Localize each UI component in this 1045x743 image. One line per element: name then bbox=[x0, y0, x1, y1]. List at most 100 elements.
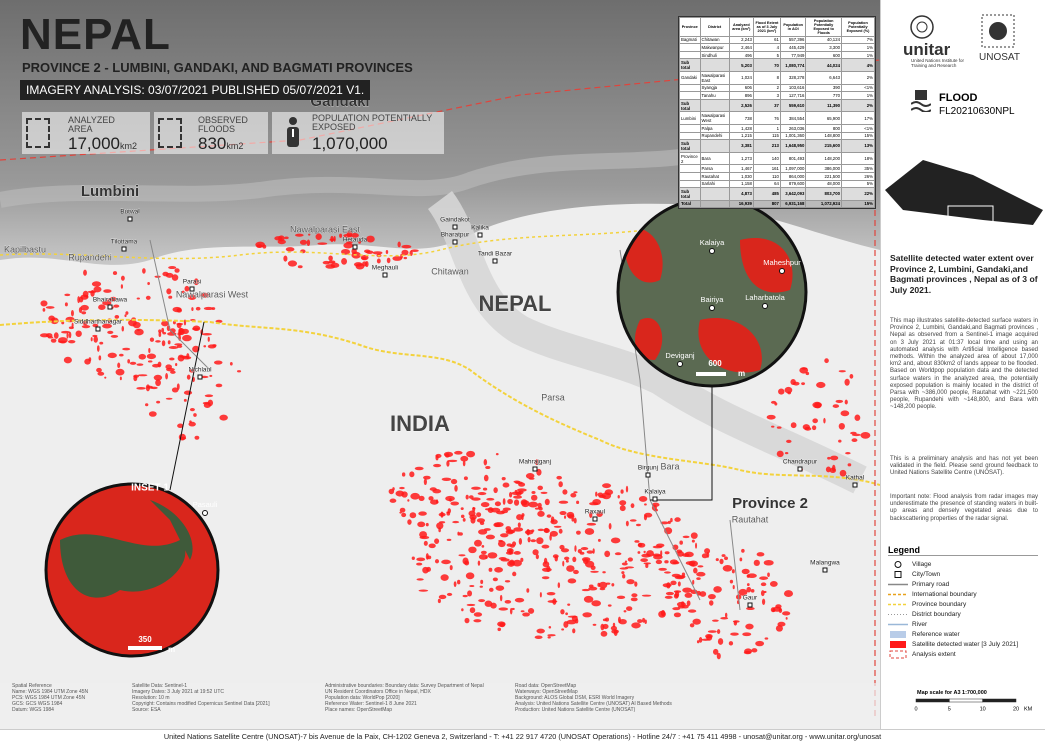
legend-symbol bbox=[894, 570, 902, 578]
flood-patch bbox=[446, 538, 452, 542]
town-marker bbox=[95, 326, 101, 332]
town-marker bbox=[852, 482, 858, 488]
flood-patch bbox=[513, 499, 520, 506]
flood-patch bbox=[182, 334, 192, 342]
flood-patch bbox=[462, 557, 469, 565]
flood-patch bbox=[605, 617, 610, 622]
stat-value: 17,000km2 bbox=[68, 134, 137, 154]
inset-1-image bbox=[46, 484, 218, 656]
table-header: Province bbox=[679, 17, 701, 37]
flood-patch bbox=[769, 581, 778, 587]
flood-patch bbox=[670, 517, 673, 523]
flood-patch bbox=[696, 640, 700, 644]
flood-patch bbox=[120, 284, 123, 289]
flood-patch bbox=[851, 433, 861, 437]
flood-patch bbox=[672, 561, 680, 565]
stat-label: ANALYZED AREA bbox=[68, 115, 115, 134]
flood-patch bbox=[68, 339, 76, 344]
place-label: Nichlaul bbox=[188, 367, 212, 374]
table-cell: 559,610 bbox=[779, 98, 807, 113]
flood-patch bbox=[619, 500, 627, 506]
flood-patch bbox=[689, 623, 695, 628]
table-cell: Gandaki bbox=[679, 70, 701, 85]
flood-patch bbox=[521, 500, 530, 508]
table-cell: 800 bbox=[805, 123, 842, 133]
flood-patch bbox=[122, 347, 131, 351]
flood-patch bbox=[171, 274, 179, 281]
flood-patch bbox=[115, 368, 125, 376]
town-marker bbox=[121, 246, 127, 252]
district-label: Rautahat bbox=[732, 514, 769, 524]
flood-patch bbox=[549, 530, 558, 537]
flood-patch bbox=[339, 233, 343, 238]
flood-patch bbox=[468, 546, 477, 554]
place-label: Gaindakot bbox=[440, 217, 470, 224]
flood-patch bbox=[543, 527, 550, 533]
flood-patch bbox=[502, 482, 510, 488]
place-label: Gaur bbox=[743, 595, 758, 602]
flood-patch bbox=[425, 522, 429, 527]
table-cell: Nawalparasi East bbox=[699, 70, 730, 85]
flood-patch bbox=[479, 585, 483, 588]
flood-patch bbox=[539, 592, 542, 598]
flood-patch bbox=[521, 514, 524, 521]
flood-patch bbox=[215, 383, 223, 388]
flood-patch bbox=[643, 562, 652, 565]
flood-patch bbox=[42, 307, 46, 312]
flood-patch bbox=[623, 610, 627, 613]
flood-patch bbox=[447, 459, 458, 463]
flood-patch bbox=[692, 618, 701, 625]
flood-patch bbox=[450, 501, 460, 506]
flood-icon bbox=[911, 90, 931, 112]
flood-patch bbox=[483, 474, 489, 482]
stat-number: 1,070,000 bbox=[312, 134, 388, 153]
flood-patch bbox=[608, 523, 612, 530]
flood-patch bbox=[630, 597, 638, 602]
flood-patch bbox=[537, 485, 543, 491]
flood-patch bbox=[620, 489, 624, 494]
flood-patch bbox=[104, 376, 107, 379]
flood-patch bbox=[458, 532, 463, 536]
flood-patch bbox=[439, 521, 446, 524]
flood-patch bbox=[497, 540, 506, 548]
flood-patch bbox=[604, 550, 611, 558]
place-label: Malangwa bbox=[810, 560, 840, 567]
flood-patch bbox=[401, 512, 407, 518]
flood-patch bbox=[526, 588, 530, 593]
flood-patch bbox=[80, 304, 89, 311]
flood-patch bbox=[566, 511, 575, 518]
flood-patch bbox=[124, 314, 127, 318]
flood-patch bbox=[489, 587, 494, 592]
flood-patch bbox=[636, 523, 641, 527]
flood-patch bbox=[827, 456, 831, 460]
flood-patch bbox=[695, 542, 698, 549]
flood-patch bbox=[596, 511, 603, 518]
table-cell: 115 bbox=[752, 131, 781, 141]
flood-patch bbox=[409, 471, 415, 478]
scale-unit: KM bbox=[1024, 706, 1033, 712]
flood-patch bbox=[590, 570, 599, 573]
flood-patch bbox=[799, 367, 809, 374]
flood-patch bbox=[462, 517, 466, 522]
flood-patch bbox=[746, 583, 750, 587]
table-cell bbox=[699, 187, 730, 201]
stat-value: 830km2 bbox=[198, 134, 243, 154]
legend-symbol bbox=[890, 640, 906, 648]
flood-patch bbox=[664, 595, 673, 599]
flood-patch bbox=[561, 628, 565, 631]
flood-patch bbox=[460, 455, 469, 462]
flood-patch bbox=[443, 451, 454, 458]
flood-patch bbox=[437, 598, 441, 604]
flood-patch bbox=[509, 607, 513, 615]
international-boundary bbox=[0, 318, 880, 486]
stat-unit: km2 bbox=[120, 141, 138, 151]
flood-patch bbox=[719, 558, 724, 565]
flood-patch bbox=[722, 565, 733, 572]
flood-patch bbox=[351, 248, 357, 255]
inset-unit: m bbox=[738, 369, 745, 378]
flood-patch bbox=[677, 581, 681, 587]
table-cell bbox=[699, 199, 730, 209]
table-cell: Palpa bbox=[699, 123, 730, 133]
flood-patch bbox=[534, 507, 540, 510]
flood-patch bbox=[541, 567, 552, 572]
